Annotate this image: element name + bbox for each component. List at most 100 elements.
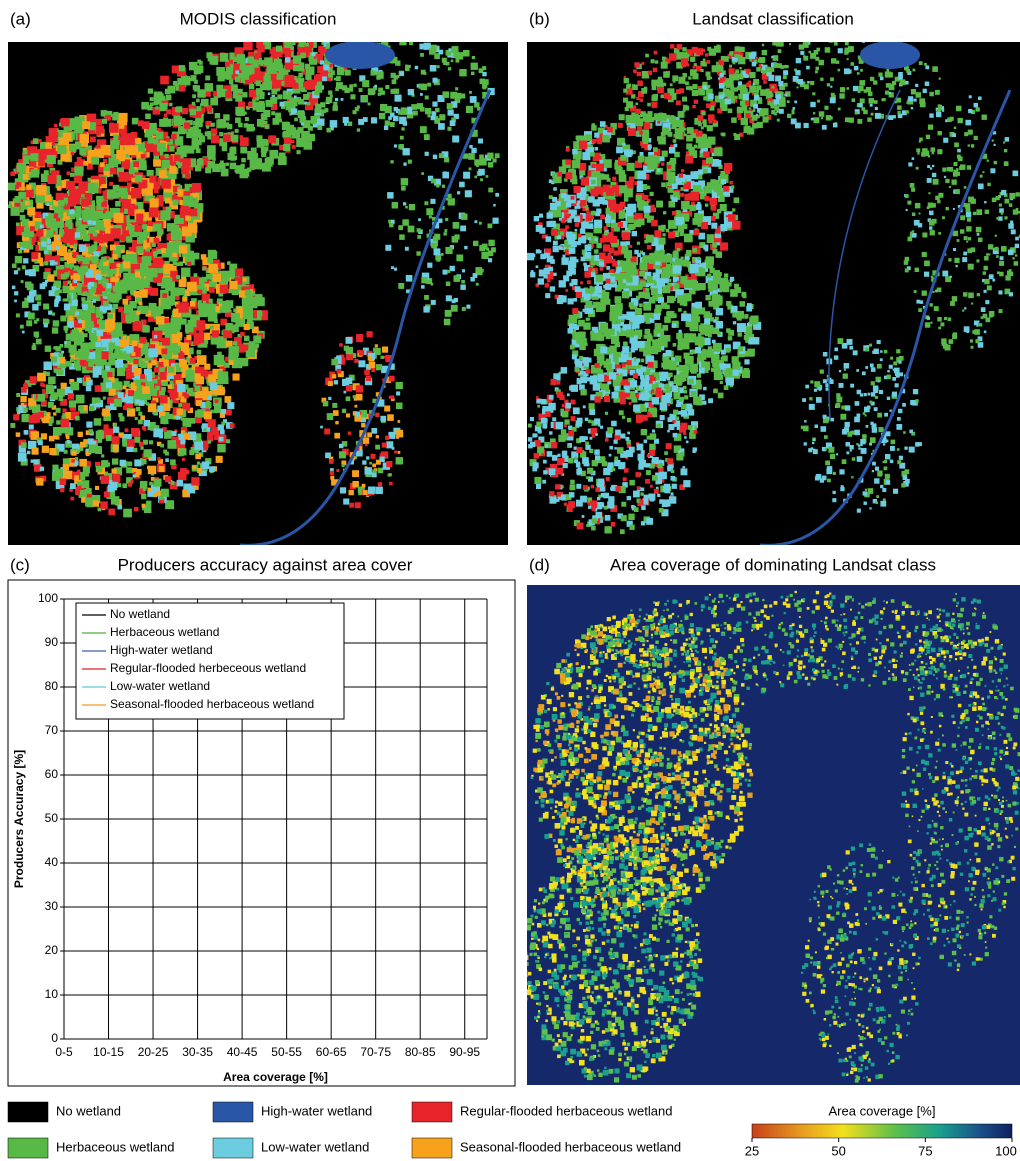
map-pixel (382, 443, 387, 448)
map-pixel (219, 437, 224, 442)
map-pixel (355, 107, 359, 111)
map-pixel (90, 137, 96, 143)
map-pixel (392, 79, 397, 84)
map-pixel (378, 482, 382, 486)
map-pixel (56, 246, 60, 250)
map-pixel (163, 450, 167, 454)
map-pixel (37, 394, 45, 402)
map-pixel (119, 416, 124, 421)
map-pixel (429, 215, 432, 218)
map-pixel (16, 182, 21, 187)
map-pixel (149, 269, 158, 278)
map-pixel (33, 138, 39, 144)
map-pixel (308, 134, 315, 141)
map-pixel (152, 243, 156, 247)
map-pixel (385, 245, 391, 251)
map-pixel (20, 325, 24, 329)
map-pixel (713, 389, 718, 394)
map-pixel (149, 176, 156, 183)
map-pixel (233, 341, 237, 345)
map-pixel (208, 250, 216, 258)
map-pixel (337, 67, 343, 73)
map-pixel (663, 233, 666, 236)
map-pixel (637, 72, 641, 76)
map-pixel (594, 187, 602, 195)
map-pixel (398, 451, 401, 454)
map-pixel (201, 425, 204, 428)
map-pixel (12, 264, 17, 269)
map-pixel (690, 171, 698, 179)
map-pixel (379, 113, 385, 119)
map-pixel (204, 411, 212, 419)
map-pixel (355, 405, 358, 408)
map-pixel (176, 106, 182, 112)
map-pixel (112, 469, 117, 474)
map-pixel (56, 420, 60, 424)
map-pixel (199, 61, 203, 65)
map-pixel (350, 94, 355, 99)
map-pixel (197, 468, 202, 473)
map-pixel (332, 403, 337, 408)
map-pixel (65, 330, 68, 333)
map-pixel (170, 344, 178, 352)
map-pixel (244, 112, 247, 115)
map-pixel (17, 163, 27, 173)
map-pixel (277, 94, 282, 99)
map-pixel (459, 182, 465, 188)
map-pixel (136, 311, 140, 315)
map-pixel (320, 102, 325, 107)
map-pixel (336, 82, 343, 89)
map-pixel (173, 200, 179, 206)
map-pixel (123, 261, 130, 268)
map-pixel (31, 169, 39, 177)
map-pixel (668, 220, 677, 229)
map-pixel (150, 123, 157, 130)
map-pixel (644, 122, 651, 129)
map-pixel (606, 266, 610, 270)
map-pixel (87, 220, 91, 224)
map-pixel (192, 102, 196, 106)
map-pixel (82, 480, 90, 488)
map-pixel (190, 209, 198, 217)
map-pixel (123, 386, 127, 390)
map-pixel (346, 337, 353, 344)
map-pixel (21, 280, 24, 283)
map-pixel (230, 156, 235, 161)
map-pixel (385, 85, 389, 89)
map-pixel (144, 420, 151, 427)
map-pixel (668, 232, 675, 239)
map-pixel (127, 462, 132, 467)
map-pixel (46, 372, 50, 376)
map-pixel (330, 95, 333, 98)
map-pixel (168, 384, 173, 389)
map-pixel (673, 191, 679, 197)
map-pixel (102, 409, 110, 417)
map-pixel (278, 156, 287, 165)
map-pixel (763, 80, 767, 84)
map-pixel (685, 81, 689, 85)
map-pixel (36, 318, 39, 321)
map-pixel (622, 143, 625, 146)
map-pixel (165, 458, 169, 462)
map-pixel (346, 378, 353, 385)
map-pixel (70, 358, 74, 362)
map-pixel (453, 222, 460, 229)
map-pixel (583, 263, 587, 267)
map-pixel (376, 487, 383, 494)
map-pixel (189, 200, 196, 207)
map-pixel (46, 245, 52, 251)
map-pixel (619, 114, 625, 120)
map-pixel (225, 323, 233, 331)
map-pixel (363, 437, 370, 444)
map-pixel (607, 127, 613, 133)
map-pixel (394, 268, 397, 271)
map-pixel (18, 453, 27, 462)
map-pixel (721, 133, 724, 136)
map-pixel (235, 117, 241, 123)
map-pixel (401, 33, 404, 36)
map-pixel (231, 84, 238, 91)
map-pixel (220, 430, 225, 435)
map-pixel (190, 187, 196, 193)
map-pixel (705, 204, 708, 207)
map-pixel (326, 44, 329, 47)
